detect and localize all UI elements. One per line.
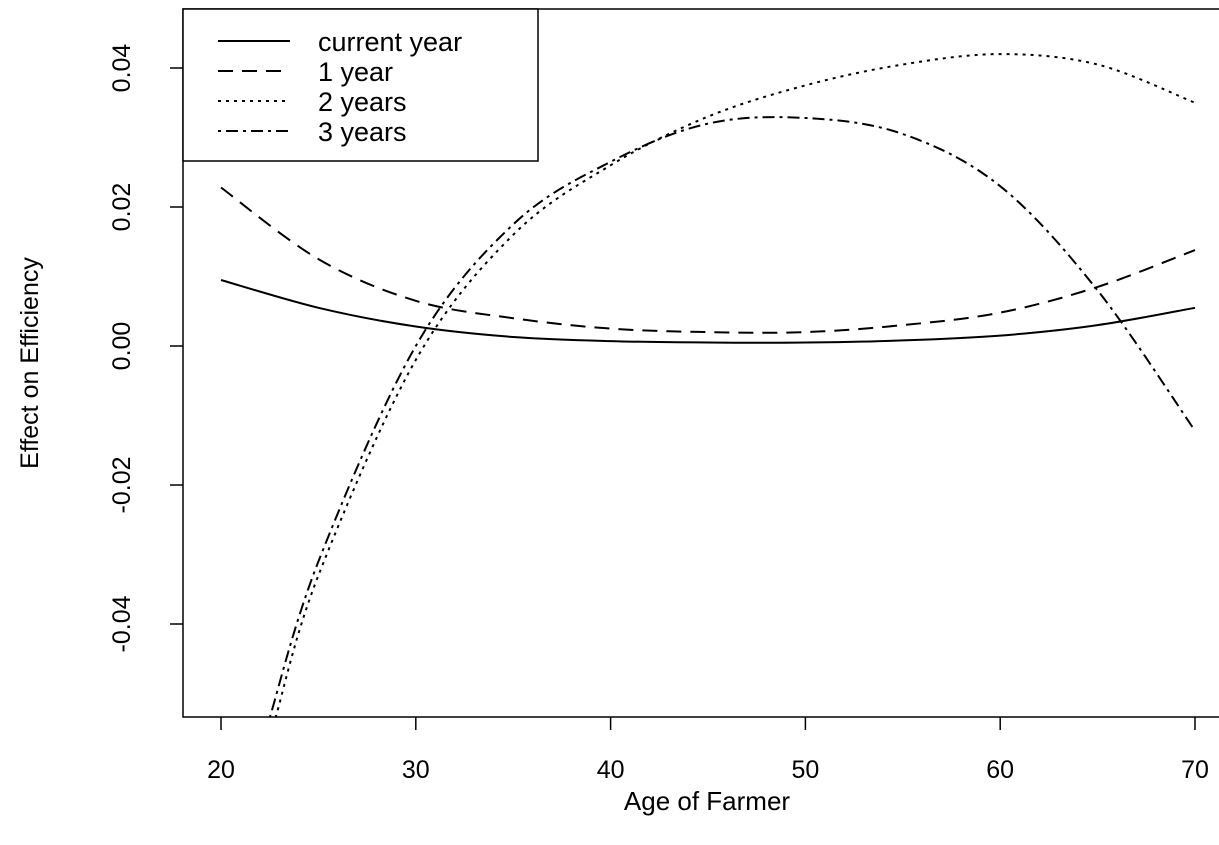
x-tick-label: 70 [1181, 756, 1209, 784]
y-tick-label: 0.04 [108, 44, 136, 93]
x-axis: 20 30 40 50 60 70 [207, 717, 1209, 784]
x-tick-label: 30 [402, 756, 430, 784]
series-line-3-years [268, 116, 1196, 717]
legend-label: 1 year [318, 57, 393, 87]
series-layer [220, 53, 1196, 717]
y-tick-label: 0.02 [108, 183, 136, 232]
legend-box [182, 8, 539, 162]
x-tick-label: 20 [207, 756, 235, 784]
y-tick-label: -0.04 [108, 595, 136, 652]
x-axis-title: Age of Farmer [624, 786, 791, 816]
series-line-1-year [220, 186, 1196, 334]
legend-label: current year [318, 27, 462, 57]
legend-label: 2 years [318, 87, 407, 117]
legend-label: 3 years [318, 117, 407, 147]
plot-frame [182, 8, 1219, 718]
x-tick-label: 40 [597, 756, 625, 784]
y-axis: -0.04 -0.02 0.00 0.02 0.04 [108, 44, 183, 652]
series-line-current-year [220, 279, 1196, 344]
y-tick-label: 0.00 [108, 322, 136, 371]
y-tick-label: -0.02 [108, 457, 136, 514]
y-axis-title: Effect on Efficiency [16, 257, 44, 469]
x-tick-label: 60 [986, 756, 1014, 784]
x-tick-label: 50 [791, 756, 819, 784]
